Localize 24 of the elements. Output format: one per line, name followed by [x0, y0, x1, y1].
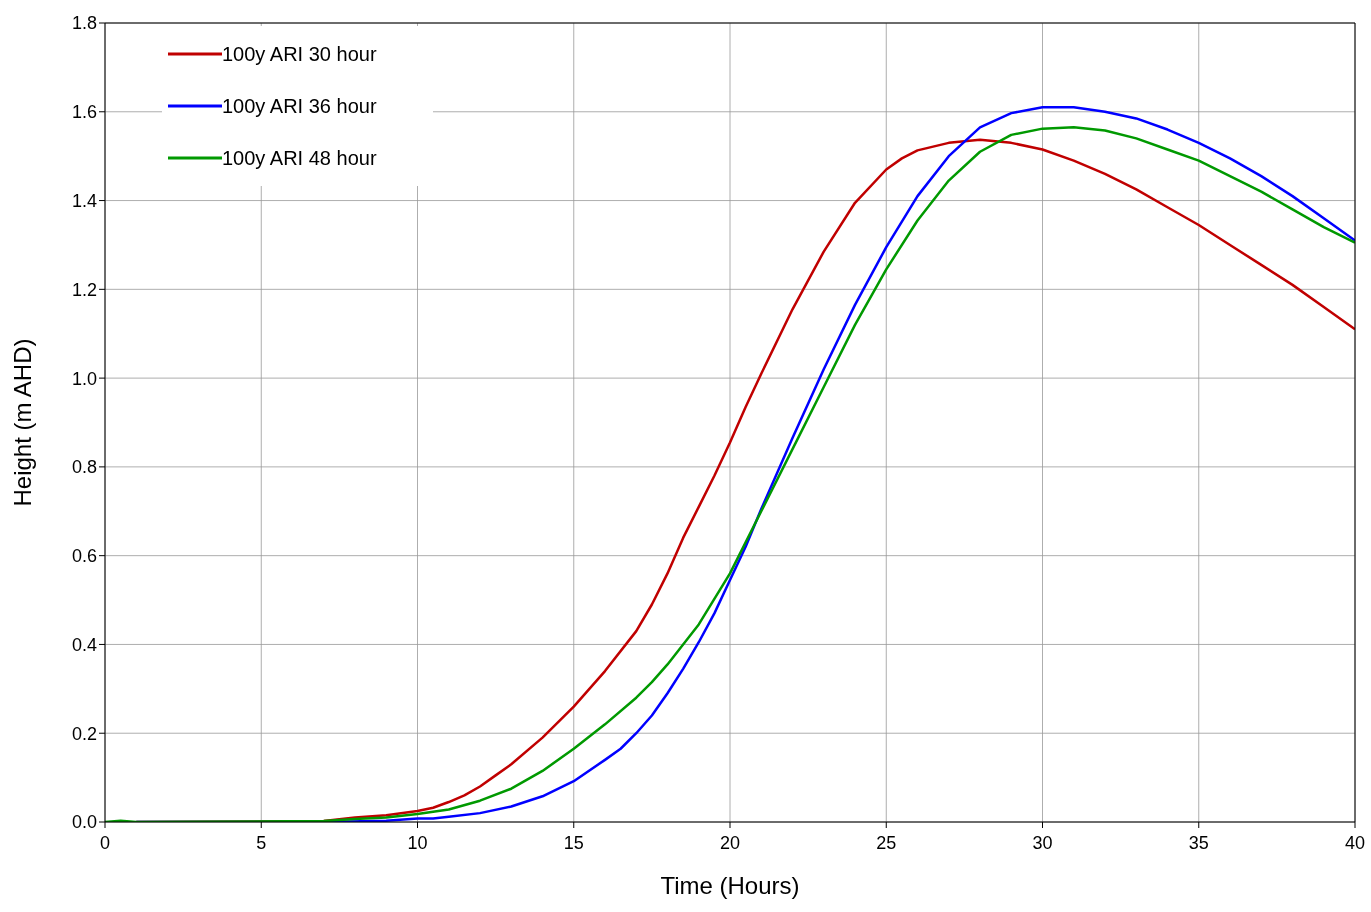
- y-tick-label: 1.4: [71, 190, 97, 211]
- x-tick-label: 15: [563, 832, 584, 853]
- y-tick-label: 0.6: [71, 546, 97, 567]
- x-tick-label: 30: [1032, 832, 1053, 853]
- x-tick-label: 5: [256, 832, 267, 853]
- x-tick-label: 0: [99, 832, 111, 853]
- x-tick-label: 35: [1188, 832, 1209, 853]
- legend-label: 100y ARI 36 hour: [222, 94, 377, 118]
- y-tick-label: 1.8: [71, 13, 97, 34]
- y-tick-label: 0.0: [71, 812, 97, 833]
- x-tick-label: 10: [407, 832, 428, 853]
- y-tick-label: 1.2: [71, 279, 97, 300]
- y-tick-label: 0.2: [71, 723, 97, 744]
- y-tick-label: 1.6: [71, 102, 97, 123]
- x-tick-label: 20: [719, 832, 741, 853]
- y-axis-title: Height (m AHD): [8, 338, 36, 507]
- legend-label: 100y ARI 48 hour: [222, 146, 377, 170]
- y-tick-label: 0.8: [71, 457, 97, 478]
- y-tick-label: 0.4: [71, 634, 97, 655]
- legend-label: 100y ARI 30 hour: [222, 42, 377, 66]
- x-tick-label: 40: [1344, 832, 1366, 853]
- x-tick-label: 25: [876, 832, 897, 853]
- y-tick-label: 1.0: [71, 368, 97, 389]
- x-axis-title: Time (Hours): [660, 872, 800, 899]
